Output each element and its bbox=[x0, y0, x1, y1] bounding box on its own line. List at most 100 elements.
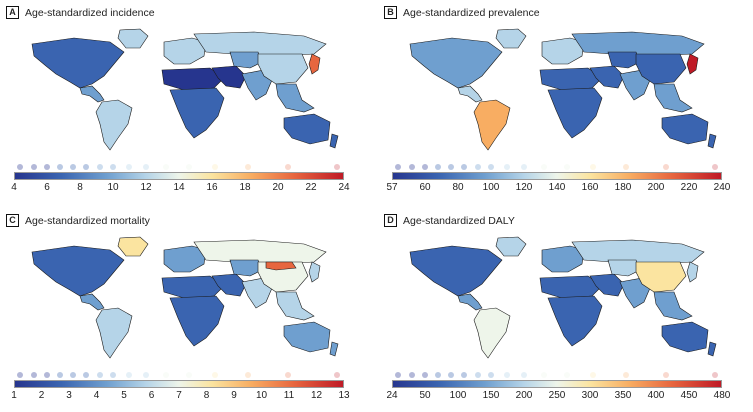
distribution-dot bbox=[334, 164, 341, 170]
color-legend: 4 6 8 10 12 14 16 18 20 22 24 bbox=[11, 163, 350, 199]
legend-tick: 400 bbox=[647, 390, 665, 401]
color-legend: 24 50 100 150 200 250 300 350 400 450 480 bbox=[386, 371, 730, 407]
region-new-zealand bbox=[707, 133, 717, 149]
legend-tick: 10 bbox=[255, 390, 268, 401]
region-australia bbox=[283, 113, 331, 145]
region-europe bbox=[163, 245, 207, 273]
distribution-dot bbox=[83, 164, 90, 170]
region-north-america bbox=[409, 37, 503, 89]
distribution-dot bbox=[662, 164, 669, 170]
region-japan bbox=[686, 261, 699, 283]
region-central-asia bbox=[229, 51, 263, 69]
distribution-dot bbox=[56, 164, 63, 170]
distribution-dot bbox=[17, 372, 24, 378]
distribution-dot bbox=[712, 164, 719, 170]
panel-prevalence: B Age-standardized prevalence 57 60 80 100 1… bbox=[380, 0, 752, 200]
distribution-dot bbox=[83, 372, 90, 378]
region-china bbox=[257, 53, 309, 85]
legend-tick: 120 bbox=[515, 182, 533, 193]
region-greenland bbox=[495, 28, 527, 49]
distribution-dot bbox=[284, 164, 291, 170]
distribution-dot bbox=[421, 372, 428, 378]
distribution-dot bbox=[434, 164, 441, 170]
distribution-dot bbox=[162, 164, 169, 170]
legend-dots bbox=[392, 163, 722, 171]
legend-tick: 100 bbox=[482, 182, 500, 193]
legend-tick: 8 bbox=[77, 182, 83, 193]
distribution-dot bbox=[540, 164, 547, 170]
legend-tick: 3 bbox=[66, 390, 72, 401]
distribution-dot bbox=[504, 372, 511, 378]
world-map bbox=[31, 28, 339, 151]
distribution-dot bbox=[185, 164, 192, 170]
distribution-dot bbox=[17, 164, 24, 170]
region-japan bbox=[308, 261, 321, 283]
legend-tick: 8 bbox=[203, 390, 210, 401]
distribution-dot bbox=[43, 164, 50, 170]
distribution-dot bbox=[487, 164, 494, 170]
region-central-america bbox=[457, 85, 483, 103]
legend-dots bbox=[392, 371, 722, 379]
legend-tick: 24 bbox=[386, 390, 398, 401]
legend-tick: 7 bbox=[176, 390, 182, 401]
distribution-dot bbox=[334, 372, 341, 378]
distribution-dot bbox=[96, 372, 103, 378]
legend-tick: 450 bbox=[680, 390, 698, 401]
color-scale-bar bbox=[392, 380, 722, 388]
panel-title: D Age-standardized DALY bbox=[384, 214, 515, 227]
distribution-dot bbox=[284, 372, 291, 378]
distribution-dot bbox=[43, 372, 50, 378]
legend-ticks: 57 60 80 100 120 140 160 180 200 220 240 bbox=[386, 182, 730, 198]
color-scale-bar bbox=[14, 380, 344, 388]
distribution-dot bbox=[421, 164, 428, 170]
distribution-dot bbox=[712, 372, 719, 378]
color-legend: 57 60 80 100 120 140 160 180 200 220 240 bbox=[386, 163, 730, 199]
legend-tick: 57 bbox=[386, 182, 398, 193]
region-north-america bbox=[409, 245, 503, 297]
legend-tick: 11 bbox=[283, 390, 295, 401]
legend-tick: 100 bbox=[449, 390, 467, 401]
distribution-dot bbox=[590, 372, 596, 378]
legend-tick: 240 bbox=[713, 182, 731, 193]
region-russia bbox=[571, 31, 705, 57]
panel-title: B Age-standardized prevalence bbox=[384, 6, 540, 19]
distribution-dot bbox=[520, 372, 527, 378]
distribution-dot bbox=[487, 372, 494, 378]
distribution-dot bbox=[408, 372, 415, 378]
legend-tick: 4 bbox=[93, 390, 100, 401]
distribution-dot bbox=[109, 164, 116, 170]
region-subsaharan-africa bbox=[547, 295, 603, 347]
distribution-dot bbox=[126, 372, 133, 378]
distribution-dot bbox=[56, 372, 63, 378]
region-southeast-asia bbox=[653, 83, 693, 113]
region-europe bbox=[541, 245, 585, 273]
distribution-dot bbox=[142, 372, 149, 378]
region-central-asia bbox=[229, 259, 263, 277]
legend-ticks: 4 6 8 10 12 14 16 18 20 22 24 bbox=[11, 182, 349, 198]
region-south-america bbox=[95, 307, 133, 359]
color-scale-bar bbox=[392, 172, 722, 180]
distribution-dot bbox=[434, 372, 441, 378]
distribution-dot bbox=[623, 164, 629, 170]
legend-tick: 4 bbox=[11, 182, 17, 193]
distribution-dot bbox=[504, 164, 511, 170]
distribution-dot bbox=[590, 164, 596, 170]
color-scale-bar bbox=[14, 172, 344, 180]
legend-tick: 350 bbox=[614, 390, 632, 401]
panel-title: A Age-standardized incidence bbox=[6, 6, 155, 19]
distribution-dot bbox=[461, 164, 468, 170]
distribution-dot bbox=[662, 372, 669, 378]
distribution-dot bbox=[395, 164, 402, 170]
region-subsaharan-africa bbox=[547, 87, 603, 139]
region-subsaharan-africa bbox=[169, 295, 225, 347]
legend-tick: 480 bbox=[713, 390, 731, 401]
region-japan bbox=[686, 53, 699, 75]
region-central-america bbox=[457, 293, 483, 311]
region-new-zealand bbox=[707, 341, 717, 357]
panel-title-text: Age-standardized DALY bbox=[403, 214, 515, 227]
panel-letter: C bbox=[6, 214, 19, 227]
distribution-dot bbox=[212, 164, 218, 170]
distribution-dot bbox=[474, 372, 481, 378]
legend-tick: 22 bbox=[305, 182, 317, 193]
distribution-dot bbox=[109, 372, 116, 378]
